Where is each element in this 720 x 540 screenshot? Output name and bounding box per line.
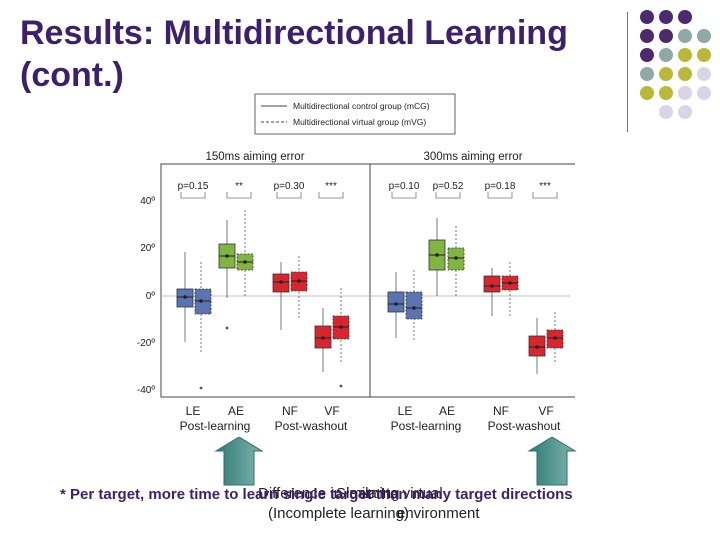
legend-item-control: Multidirectional control group (mCG) <box>293 101 430 111</box>
box-AE-300 <box>428 218 465 296</box>
slide-title-line1: Results: Multidirectional Learning <box>20 14 568 52</box>
annotation-significance: *** <box>325 181 337 192</box>
dot <box>697 67 711 81</box>
slide-title-line2: (cont.) <box>20 56 124 94</box>
callout-arrow-right <box>527 437 577 486</box>
group-label: VF <box>538 404 553 418</box>
dot <box>697 29 711 43</box>
callout-difference: Difference in learning <box>258 485 400 502</box>
box-AE-150 <box>218 210 254 330</box>
dot <box>659 86 673 100</box>
comparison-bracket <box>532 192 558 199</box>
annotation-p-value: p=0.15 <box>178 181 209 192</box>
dot <box>678 86 692 100</box>
annotation-p-value: p=0.52 <box>433 181 464 192</box>
dot <box>697 48 711 62</box>
group-label: AE <box>439 404 455 418</box>
annotation-p-value: p=0.30 <box>274 181 305 192</box>
dot <box>678 29 692 43</box>
group-label: LE <box>186 404 201 418</box>
box-LE-150 <box>176 252 212 390</box>
y-tick-label: 20º <box>140 243 155 254</box>
callout-arrow-left <box>214 437 264 486</box>
annotation-p-value: p=0.10 <box>389 181 420 192</box>
footnote: * Per target, more time to learn single … <box>60 486 573 503</box>
comparison-bracket <box>435 192 461 199</box>
dot <box>659 10 673 24</box>
callout-environment: environment <box>397 505 480 522</box>
annotation-significance: *** <box>539 181 551 192</box>
legend-item-virtual: Multidirectional virtual group (mVG) <box>293 117 426 127</box>
divider-line <box>627 12 628 132</box>
annotation-p-value: p=0.18 <box>485 181 516 192</box>
box-NF-150 <box>272 256 308 330</box>
phase-label: Post-washout <box>488 419 561 433</box>
annotation-significance: ** <box>235 181 243 192</box>
y-tick-label: 40º <box>140 196 155 207</box>
box-LE-300 <box>387 270 423 342</box>
box-VF-150 <box>314 288 350 388</box>
dot <box>659 48 673 62</box>
comparison-bracket <box>276 192 302 199</box>
results-figure: Multidirectional control group (mCG) Mul… <box>115 92 580 442</box>
dot <box>640 10 654 24</box>
comparison-bracket <box>391 192 417 199</box>
dot <box>659 29 673 43</box>
group-label: NF <box>493 404 509 418</box>
dot <box>697 86 711 100</box>
y-tick-label: -20º <box>137 338 155 349</box>
dot <box>659 67 673 81</box>
dot <box>659 105 673 119</box>
dot <box>678 48 692 62</box>
callout-incomplete: (Incomplete learning) <box>268 505 409 522</box>
group-label: VF <box>324 404 339 418</box>
phase-label: Post-learning <box>391 419 462 433</box>
comparison-bracket <box>318 192 344 199</box>
plot-frame-150ms <box>160 163 371 398</box>
dot <box>678 105 692 119</box>
dot <box>678 67 692 81</box>
box-VF-300 <box>528 312 564 374</box>
y-tick-label: -40º <box>137 385 155 396</box>
phase-label: Post-learning <box>180 419 251 433</box>
comparison-bracket <box>180 192 206 199</box>
legend-box <box>254 93 456 135</box>
group-label: NF <box>282 404 298 418</box>
dot <box>640 48 654 62</box>
dot <box>640 86 654 100</box>
comparison-bracket <box>487 192 513 199</box>
box-NF-300 <box>483 262 519 316</box>
group-label: AE <box>228 404 244 418</box>
dot <box>678 10 692 24</box>
boxplot-figure: Multidirectional control group (mCG) Mul… <box>137 93 580 433</box>
slide-title: Results: Multidirectional Learning (cont… <box>20 12 600 96</box>
dot <box>640 67 654 81</box>
phase-label: Post-washout <box>275 419 348 433</box>
panel-title-300ms: 300ms aiming error <box>423 151 522 163</box>
plot-frame-300ms <box>369 163 580 398</box>
comparison-bracket <box>226 192 252 199</box>
y-tick-label: 0º <box>146 291 156 302</box>
callout-similar: Similar to virtual <box>336 485 443 502</box>
dot <box>640 29 654 43</box>
group-label: LE <box>398 404 413 418</box>
panel-title-150ms: 150ms aiming error <box>205 151 304 163</box>
